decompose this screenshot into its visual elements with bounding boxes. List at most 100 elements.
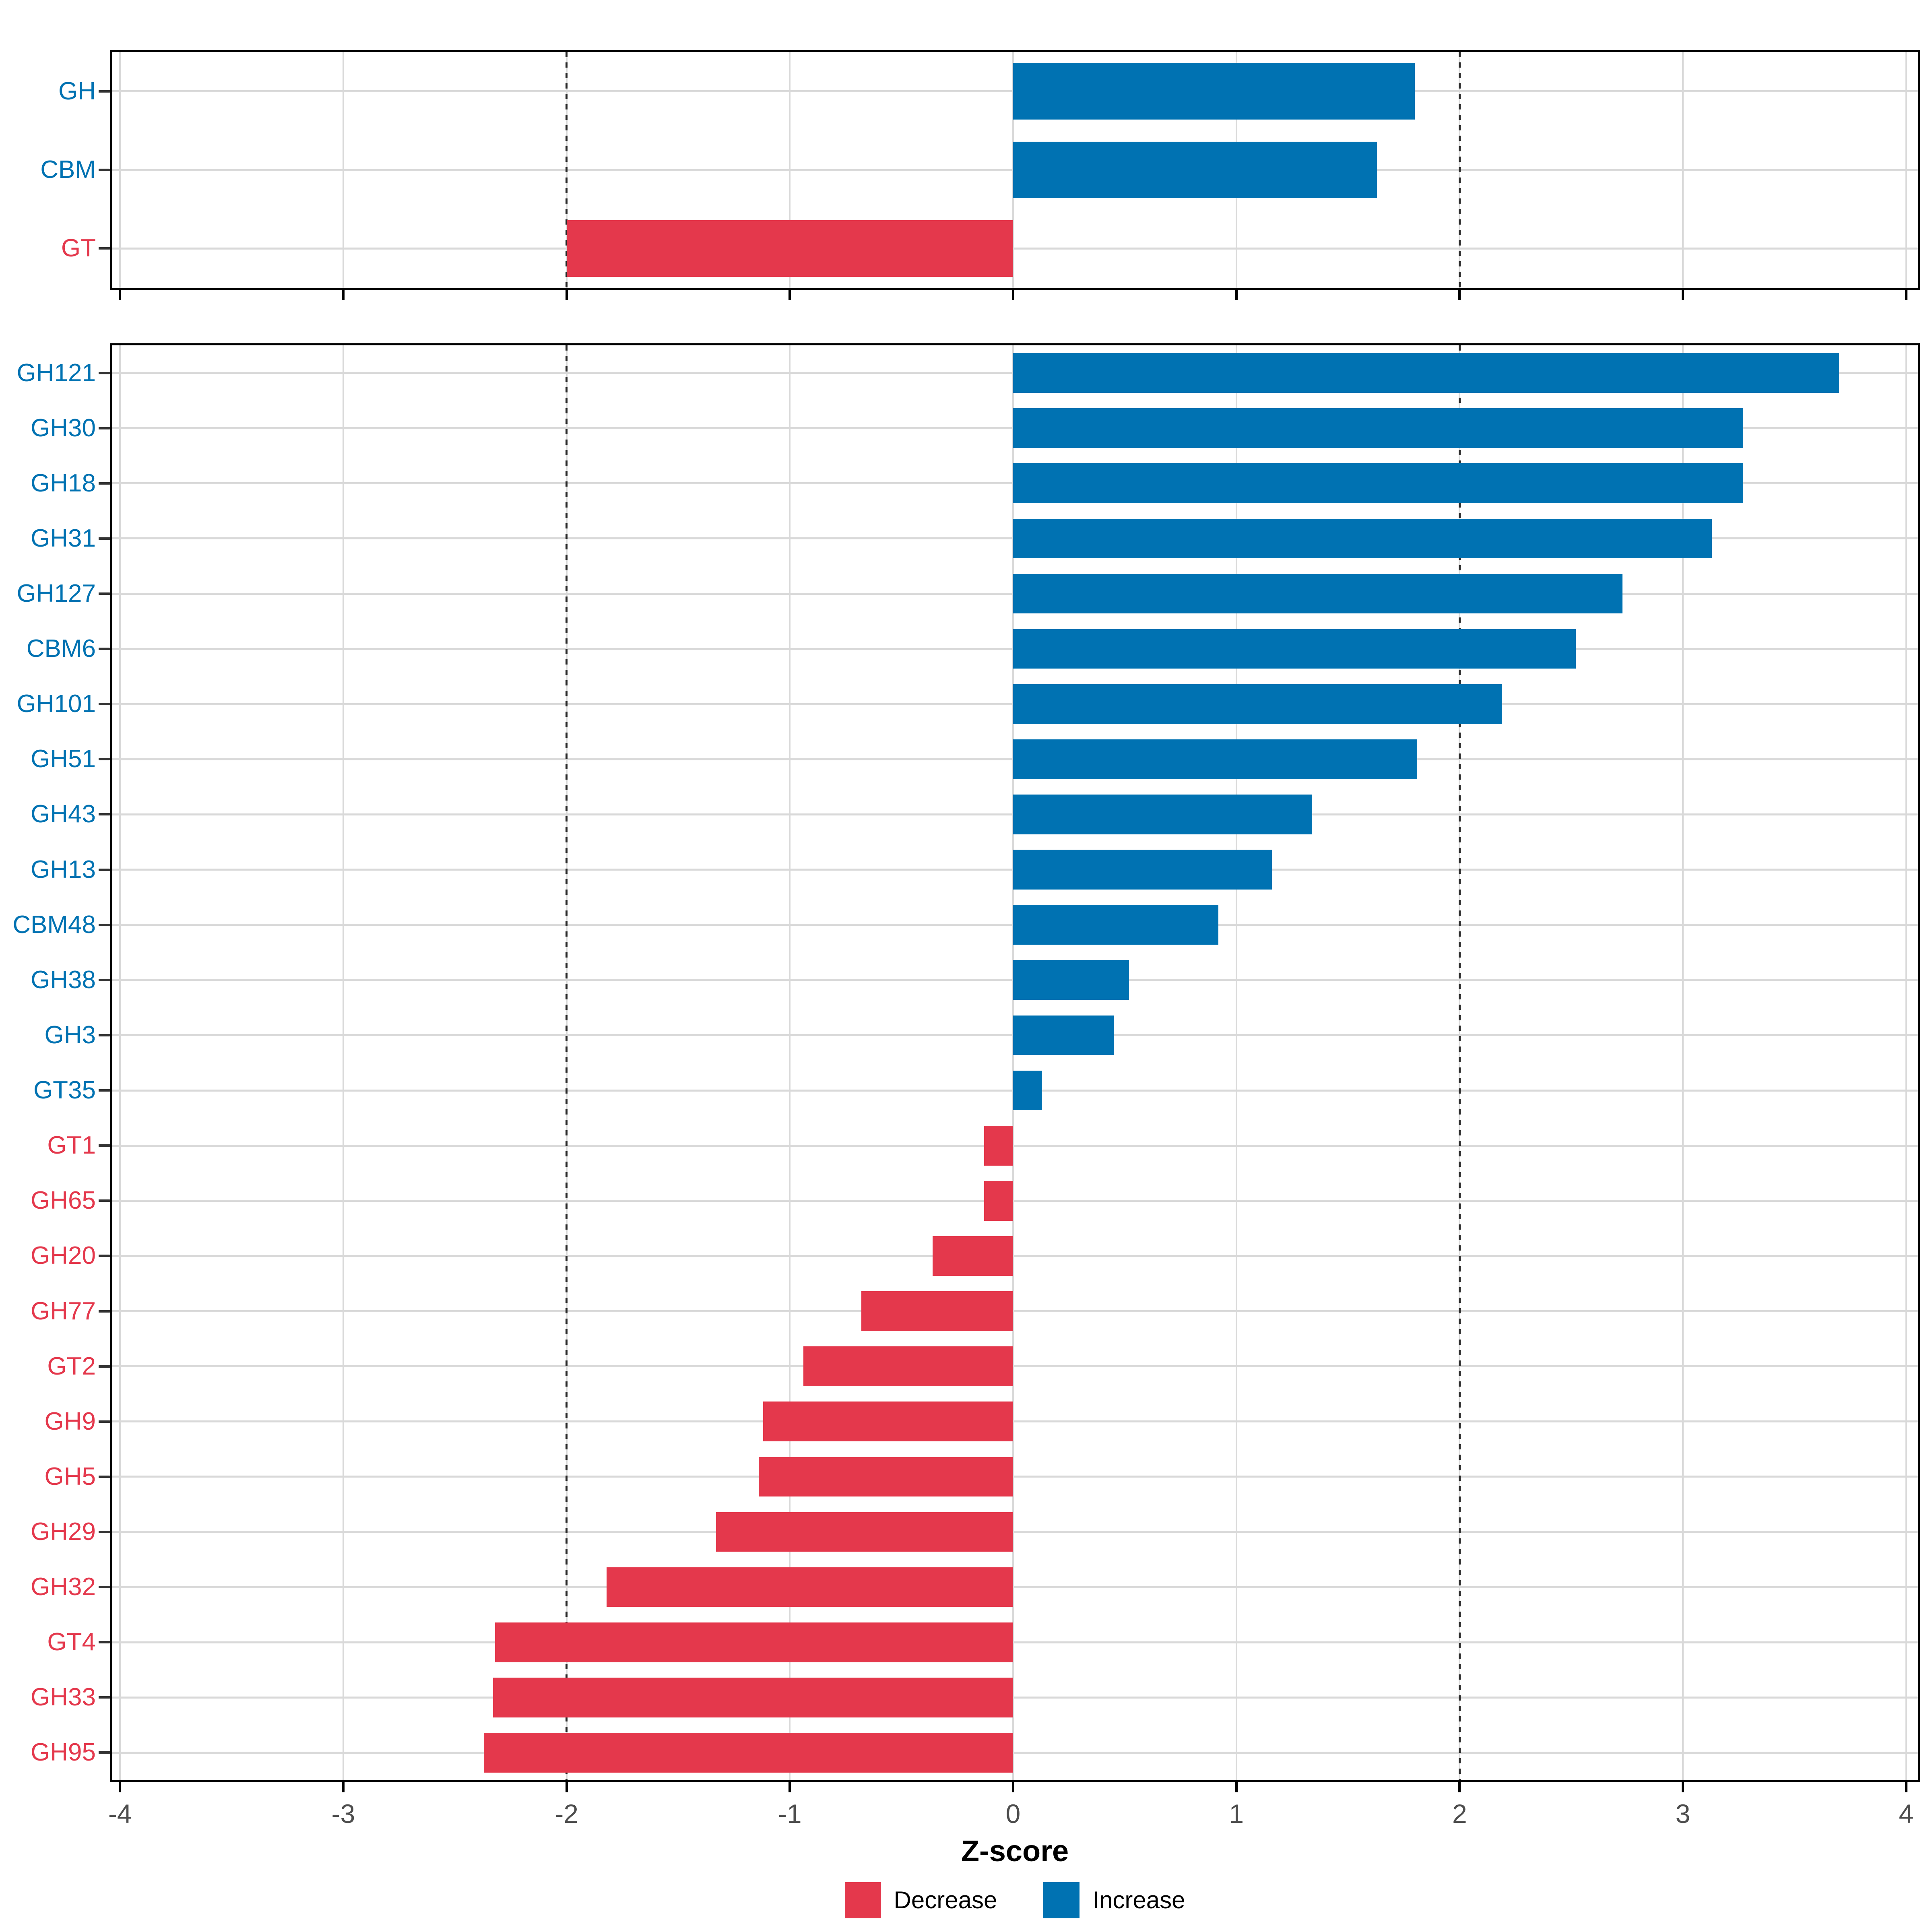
- x-axis-tick-label: -2: [555, 1799, 578, 1829]
- gridline-vertical: [789, 345, 791, 1780]
- gridline-vertical: [119, 345, 121, 1780]
- gridline-vertical: [1682, 345, 1684, 1780]
- y-axis-label-GH3: GH3: [44, 1021, 96, 1049]
- y-axis-tick: [99, 90, 110, 93]
- y-axis-label-GH31: GH31: [31, 524, 96, 552]
- y-axis-label-GH29: GH29: [31, 1517, 96, 1546]
- bar-GH: [1013, 63, 1415, 120]
- x-axis-tick-label: 1: [1229, 1799, 1244, 1829]
- y-axis-tick: [99, 758, 110, 761]
- gridline-horizontal: [112, 1641, 1918, 1643]
- x-axis-tick: [1235, 288, 1238, 300]
- bar-GH3: [1013, 1015, 1114, 1055]
- gridline-vertical: [1235, 345, 1237, 1780]
- y-axis-tick: [99, 537, 110, 540]
- y-axis-label-GH38: GH38: [31, 966, 96, 994]
- x-axis-tick: [1012, 288, 1014, 300]
- x-axis-tick: [565, 288, 568, 300]
- y-axis-tick: [99, 372, 110, 374]
- reference-line: [1458, 345, 1461, 1780]
- y-axis-label-GH77: GH77: [31, 1297, 96, 1325]
- y-axis-tick: [99, 813, 110, 816]
- gridline-horizontal: [112, 1751, 1918, 1754]
- bar-GH51: [1013, 739, 1417, 779]
- gridline-horizontal: [112, 1476, 1918, 1478]
- gridline-horizontal: [112, 1365, 1918, 1368]
- y-axis-tick: [99, 1144, 110, 1147]
- reference-line: [1458, 52, 1461, 288]
- legend-label-decrease: Decrease: [894, 1887, 997, 1913]
- y-axis-tick: [99, 1255, 110, 1257]
- y-axis-tick: [99, 703, 110, 706]
- y-axis-label-GT4: GT4: [47, 1628, 96, 1656]
- panel-class-summary: GH CBM GT: [40, 50, 1920, 300]
- x-axis-tick: [1235, 1780, 1238, 1792]
- y-axis-tick: [99, 1751, 110, 1754]
- y-axis-tick: [99, 1310, 110, 1313]
- x-axis-tick: [1458, 1780, 1461, 1792]
- x-axis-tick-label: -4: [108, 1799, 132, 1829]
- bar-CBM6: [1013, 629, 1576, 669]
- y-axis-tick: [99, 247, 110, 250]
- x-axis-tick: [1012, 1780, 1014, 1792]
- y-axis-label-GH101: GH101: [17, 690, 96, 718]
- y-axis-label-GH65: GH65: [31, 1187, 96, 1215]
- y-axis-tick: [99, 1034, 110, 1036]
- y-axis-label-GH18: GH18: [31, 469, 96, 497]
- bar-GH29: [716, 1512, 1013, 1552]
- reference-line: [566, 345, 568, 1780]
- bar-GH43: [1013, 795, 1313, 834]
- bar-GT1: [984, 1125, 1013, 1166]
- x-axis-tick: [342, 288, 345, 300]
- y-axis-label-GH121: GH121: [17, 359, 96, 387]
- y-axis-tick: [99, 978, 110, 981]
- y-axis-label-GH5: GH5: [44, 1462, 96, 1490]
- gridline-horizontal: [112, 1420, 1918, 1423]
- bar-GH31: [1013, 518, 1712, 559]
- y-axis-tick: [99, 1586, 110, 1589]
- y-axis-tick: [99, 1641, 110, 1644]
- bar-GH13: [1013, 850, 1272, 890]
- bar-GH77: [861, 1291, 1013, 1331]
- bar-CBM: [1013, 141, 1377, 198]
- y-axis-label-GH43: GH43: [31, 800, 96, 828]
- y-axis-label-CBM6: CBM6: [26, 635, 96, 663]
- decrease-swatch: [844, 1882, 881, 1918]
- x-axis-tick: [1682, 1780, 1684, 1792]
- bar-GH127: [1013, 574, 1623, 614]
- x-axis-tick-label: 3: [1675, 1799, 1690, 1829]
- gridline-horizontal: [112, 1199, 1918, 1202]
- x-axis-tick: [342, 1780, 345, 1792]
- x-axis-tick-label: 0: [1005, 1799, 1021, 1829]
- y-axis-label-GH: GH: [58, 77, 96, 105]
- y-axis-tick: [99, 427, 110, 429]
- y-axis-tick: [99, 1199, 110, 1202]
- gridline-horizontal: [112, 1696, 1918, 1699]
- x-axis-tick: [788, 1780, 791, 1792]
- x-axis-title: Z-score: [961, 1834, 1069, 1868]
- y-axis-label-GH30: GH30: [31, 414, 96, 442]
- bar-GH18: [1013, 463, 1743, 504]
- x-axis-tick: [1682, 288, 1684, 300]
- y-axis-label-GH32: GH32: [31, 1573, 96, 1601]
- legend-item-increase: Increase: [1043, 1882, 1185, 1918]
- x-axis-tick: [1905, 288, 1907, 300]
- y-axis-label-GH127: GH127: [17, 580, 96, 608]
- bar-GH65: [984, 1181, 1013, 1221]
- bar-GT35: [1013, 1070, 1042, 1110]
- y-axis-tick: [99, 1420, 110, 1423]
- y-axis-label-GT1: GT1: [47, 1131, 96, 1160]
- x-axis-tick: [119, 1780, 122, 1792]
- y-axis-label-GH33: GH33: [31, 1683, 96, 1711]
- x-axis-tick: [565, 1780, 568, 1792]
- y-axis-tick: [99, 923, 110, 926]
- y-axis-tick: [99, 1365, 110, 1368]
- gridline-horizontal: [112, 1255, 1918, 1257]
- gridline-vertical: [1012, 345, 1014, 1780]
- x-axis-tick: [1905, 1780, 1907, 1792]
- panel-family-detail: GH121 GH30 GH18 GH31 GH127 CBM6 GH101 GH51 GH43 G…: [12, 343, 1920, 1828]
- y-axis-tick: [99, 1475, 110, 1478]
- x-axis-tick-label: -3: [331, 1799, 355, 1829]
- bar-GH20: [933, 1236, 1013, 1276]
- bar-GH95: [484, 1733, 1013, 1773]
